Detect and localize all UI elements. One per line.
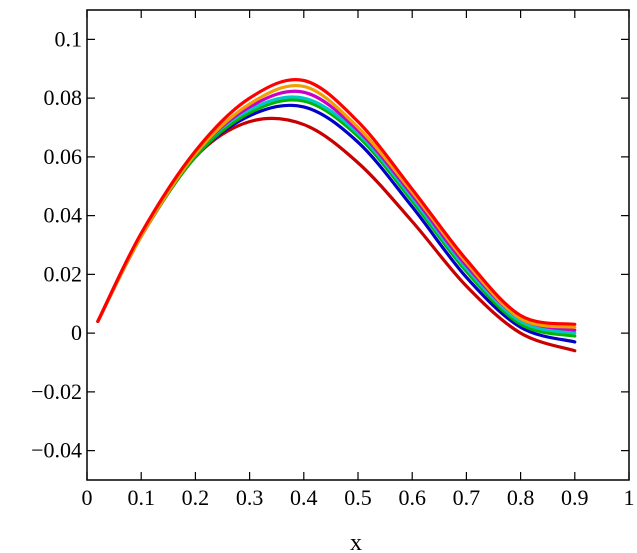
x-tick-label: 0.2 <box>182 485 210 510</box>
series-line-5 <box>96 89 577 332</box>
x-tick-label: 0.8 <box>507 485 535 510</box>
y-tick-label: −0.04 <box>31 438 82 463</box>
series-line-4 <box>96 95 577 335</box>
series-line-7 <box>96 78 577 326</box>
y-tick-label: 0.1 <box>55 26 83 51</box>
x-tick-label: 1 <box>624 485 635 510</box>
y-axis-ticks: −0.04 −0.02 0 0.02 0.04 0.06 0.08 0.1 <box>31 26 629 463</box>
y-tick-label: 0 <box>71 320 82 345</box>
x-tick-label: 0 <box>82 485 93 510</box>
plot-frame <box>86 9 630 481</box>
y-tick-label: 0.08 <box>44 85 83 110</box>
x-axis-ticks: 0 0.1 0.2 0.3 0.4 0.5 0.6 0.7 0.8 0.9 1 <box>82 10 635 510</box>
x-tick-label: 0.6 <box>398 485 426 510</box>
x-tick-label: 0.5 <box>344 485 372 510</box>
x-tick-label: 0.3 <box>236 485 264 510</box>
x-tick-label: 0.1 <box>127 485 155 510</box>
y-tick-label: 0.06 <box>44 144 83 169</box>
series-layer <box>96 78 577 353</box>
series-line-6 <box>96 83 577 329</box>
y-tick-label: 0.02 <box>44 261 83 286</box>
x-tick-label: 0.4 <box>290 485 318 510</box>
y-tick-label: 0.04 <box>44 203 83 228</box>
x-tick-label: 0.9 <box>561 485 589 510</box>
x-axis-label: x <box>350 530 362 553</box>
x-tick-label: 0.7 <box>453 485 481 510</box>
y-tick-label: −0.02 <box>31 379 82 404</box>
